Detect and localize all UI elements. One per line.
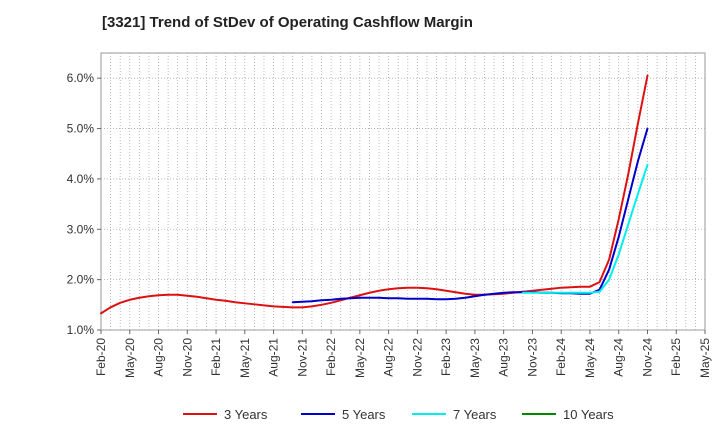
- x-tick-label: May-24: [583, 338, 597, 378]
- x-tick-label: Feb-21: [209, 338, 223, 376]
- legend-label: 10 Years: [563, 407, 614, 422]
- legend: 3 Years 5 Years 7 Years 10 Years: [183, 407, 614, 422]
- x-tick-label: Nov-20: [180, 338, 194, 377]
- x-tick-label: Aug-21: [267, 338, 281, 377]
- y-tick-label: 2.0%: [67, 273, 95, 287]
- plot-area: [100, 52, 706, 331]
- x-tick-label: Nov-23: [525, 338, 539, 377]
- x-tick-label: Aug-24: [612, 338, 626, 377]
- x-tick-label: Feb-22: [324, 338, 338, 376]
- x-tick-label: May-25: [698, 338, 712, 378]
- y-tick-label: 4.0%: [67, 172, 95, 186]
- legend-label: 3 Years: [224, 407, 268, 422]
- x-tick-label: May-20: [123, 338, 137, 378]
- legend-label: 5 Years: [342, 407, 386, 422]
- y-tick-label: 3.0%: [67, 222, 95, 236]
- chart-title: [3321] Trend of StDev of Operating Cashf…: [102, 14, 473, 31]
- x-tick-label: Nov-24: [640, 338, 654, 377]
- series-line-7-years: [521, 163, 649, 294]
- x-tick-label: May-21: [238, 338, 252, 378]
- x-axis-ticks: Feb-20 May-20 Aug-20 Nov-20 Feb-21 May-21 Aug-…: [94, 330, 712, 378]
- x-tick-label: Feb-23: [439, 338, 453, 376]
- x-tick-label: Nov-22: [410, 338, 424, 377]
- x-tick-label: Nov-21: [295, 338, 309, 377]
- x-tick-label: Feb-20: [94, 338, 108, 376]
- y-tick-label: 6.0%: [67, 71, 95, 85]
- x-tick-label: Aug-20: [152, 338, 166, 377]
- x-tick-label: Feb-24: [554, 338, 568, 376]
- x-tick-label: Aug-23: [497, 338, 511, 377]
- y-tick-label: 5.0%: [67, 122, 95, 136]
- y-axis-ticks: 1.0% 2.0% 3.0% 4.0% 5.0% 6.0%: [67, 71, 101, 337]
- y-tick-label: 1.0%: [67, 323, 95, 337]
- x-tick-label: Aug-22: [382, 338, 396, 377]
- legend-label: 7 Years: [453, 407, 497, 422]
- series-line-5-years: [291, 127, 649, 304]
- x-tick-label: Feb-25: [669, 338, 683, 376]
- series-lines: [100, 74, 649, 315]
- x-tick-label: May-23: [468, 338, 482, 378]
- x-tick-label: May-22: [353, 338, 367, 378]
- series-line-3-years: [100, 74, 649, 315]
